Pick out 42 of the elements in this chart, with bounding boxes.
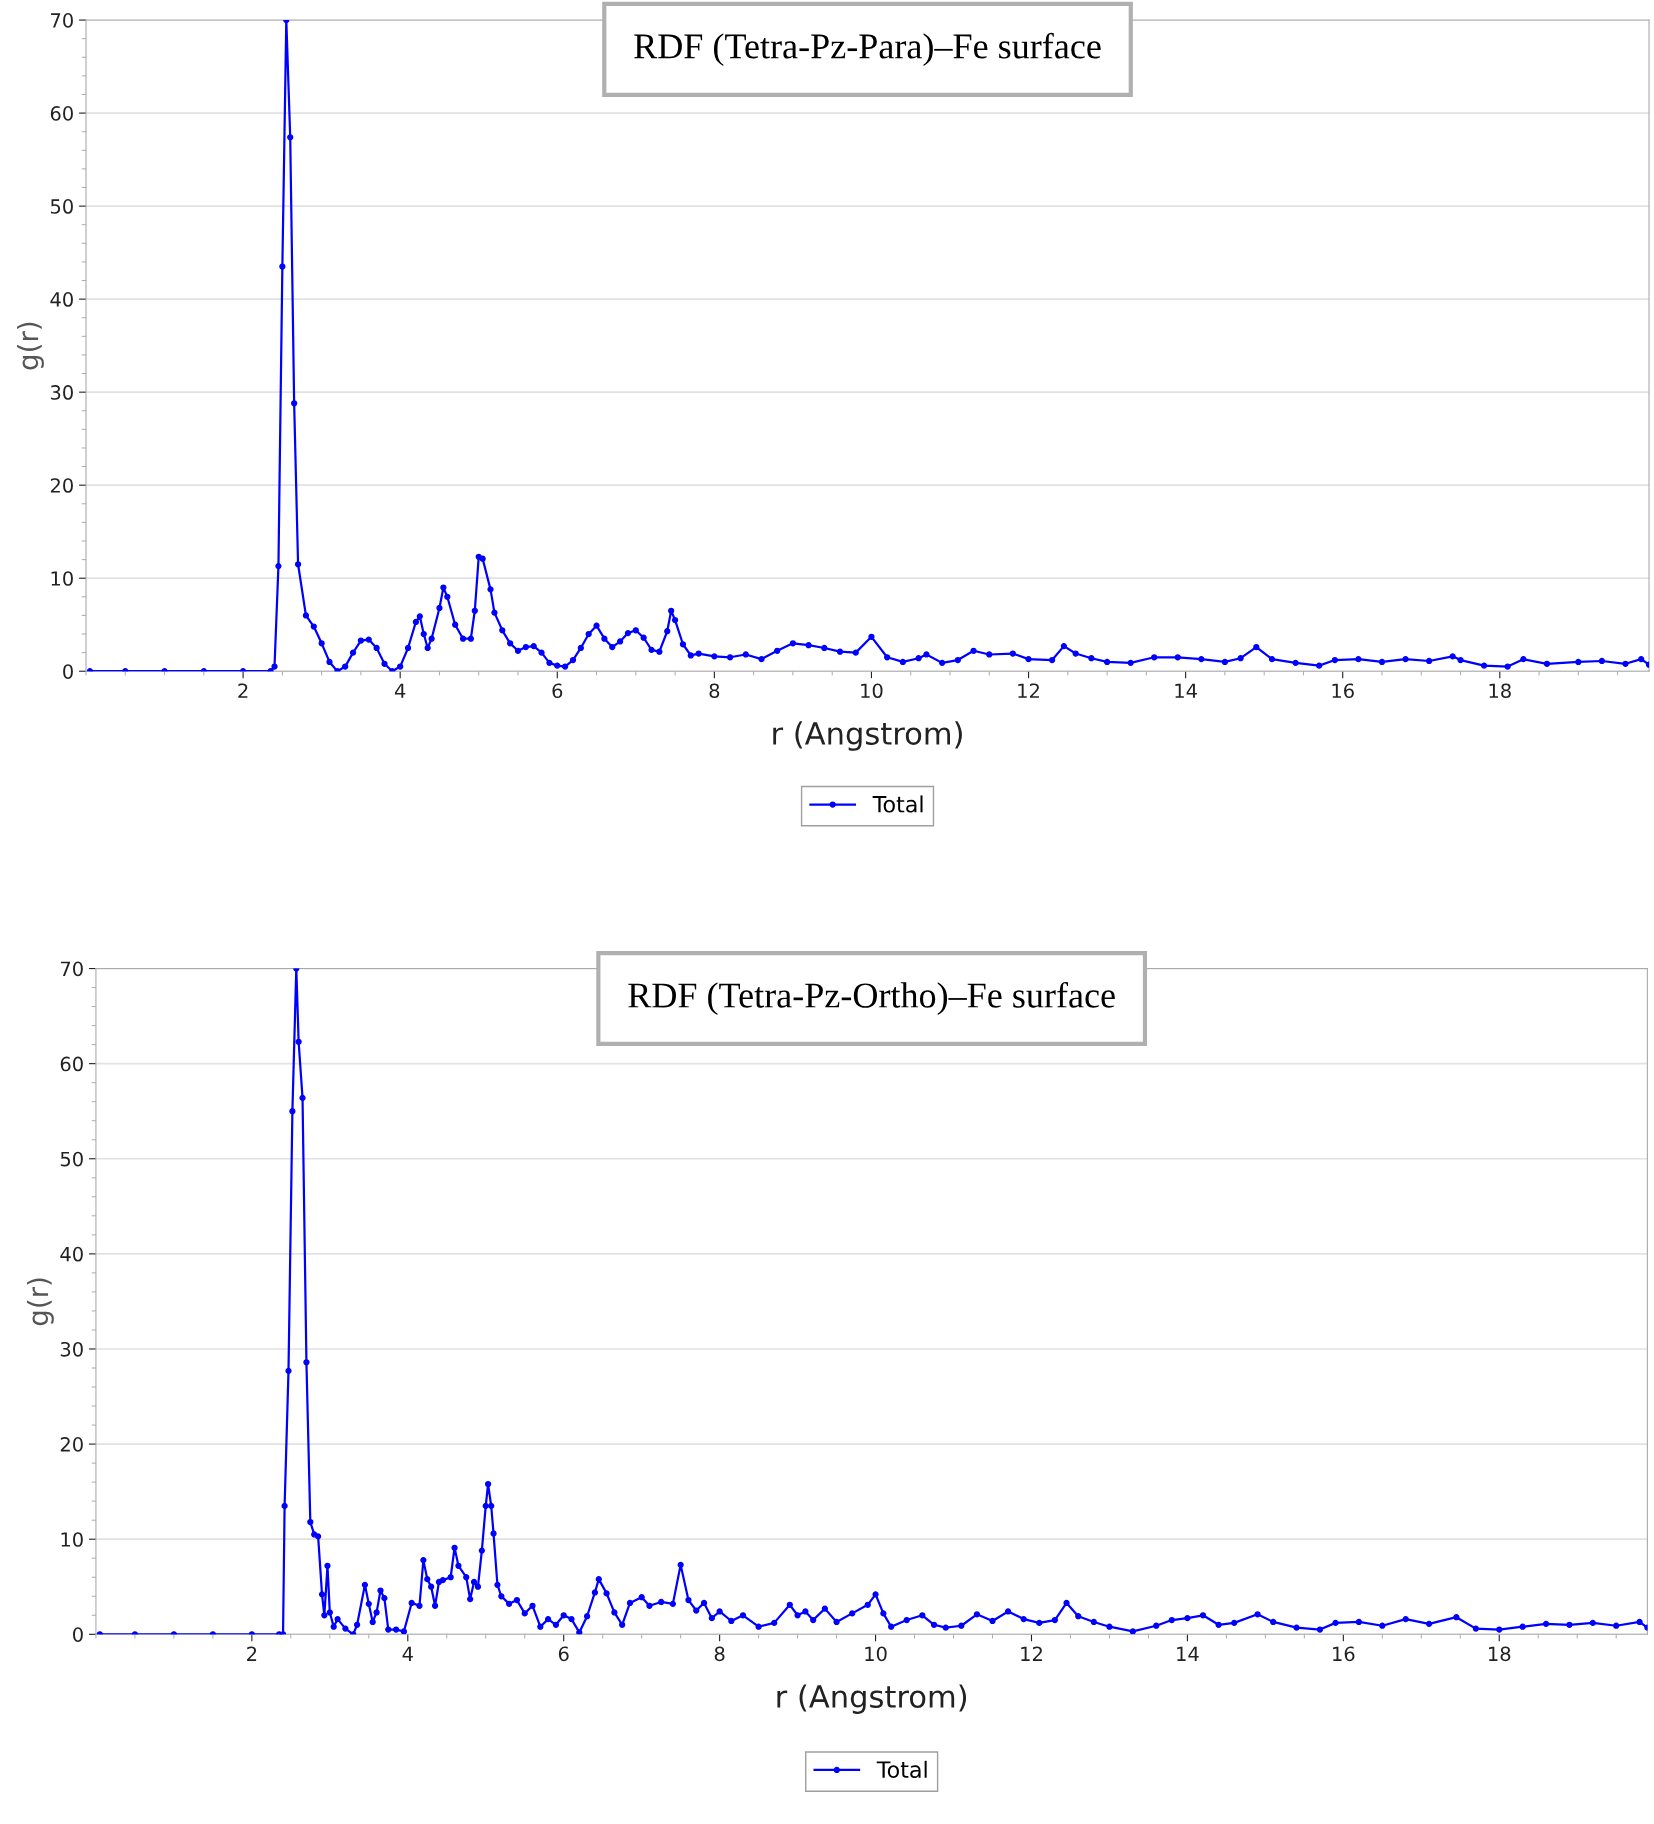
y-tick-label: 30 — [60, 1341, 83, 1357]
chart-title: RDF (Tetra-Pz-Para)–Fe surface — [634, 32, 1101, 66]
legend-label: Total — [876, 1760, 927, 1779]
x-tick-label: 16 — [1333, 1646, 1355, 1662]
x-tick-label: 18 — [1489, 683, 1511, 699]
x-axis-title: r (Angstrom) — [777, 1684, 967, 1714]
y-tick-label: 40 — [60, 1246, 83, 1262]
x-axis-title: r (Angstrom) — [773, 721, 962, 751]
y-tick-label: 10 — [51, 571, 73, 586]
y-tick-label: 40 — [50, 292, 73, 307]
x-tick-label: 10 — [865, 1646, 887, 1662]
x-tick-label: 14 — [1175, 683, 1197, 698]
x-tick-label: 12 — [1018, 683, 1039, 698]
y-axis-title: g(r) — [26, 1278, 54, 1326]
y-axis-title: g(r) — [17, 322, 44, 370]
x-tick-label: 16 — [1332, 683, 1354, 699]
y-tick-label: 10 — [61, 1532, 83, 1547]
x-tick-label: 8 — [714, 1646, 725, 1662]
y-tick-label: 60 — [60, 1056, 83, 1072]
y-tick-label: 0 — [73, 1627, 83, 1642]
x-tick-label: 4 — [402, 1646, 413, 1661]
y-tick-label: 30 — [50, 385, 73, 400]
x-tick-label: 18 — [1489, 1646, 1511, 1662]
y-tick-label: 0 — [63, 664, 73, 679]
y-tick-label: 70 — [60, 961, 83, 977]
y-tick-label: 50 — [50, 199, 73, 214]
x-tick-label: 4 — [394, 683, 406, 698]
legend-label: Total — [872, 795, 923, 813]
x-tick-label: 2 — [238, 683, 248, 698]
y-tick-label: 70 — [51, 13, 73, 28]
x-tick-label: 6 — [558, 1646, 569, 1662]
y-tick-label: 20 — [60, 1437, 83, 1452]
x-tick-label: 14 — [1177, 1646, 1199, 1661]
y-tick-label: 20 — [50, 478, 73, 493]
x-tick-label: 6 — [552, 683, 563, 699]
x-tick-label: 2 — [247, 1646, 257, 1661]
y-tick-label: 50 — [60, 1151, 83, 1167]
x-tick-label: 12 — [1021, 1646, 1042, 1661]
y-tick-label: 60 — [50, 106, 73, 121]
x-tick-label: 10 — [861, 683, 883, 699]
x-tick-label: 8 — [709, 683, 720, 699]
chart-title: RDF (Tetra-Pz-Ortho)–Fe surface — [628, 981, 1115, 1016]
